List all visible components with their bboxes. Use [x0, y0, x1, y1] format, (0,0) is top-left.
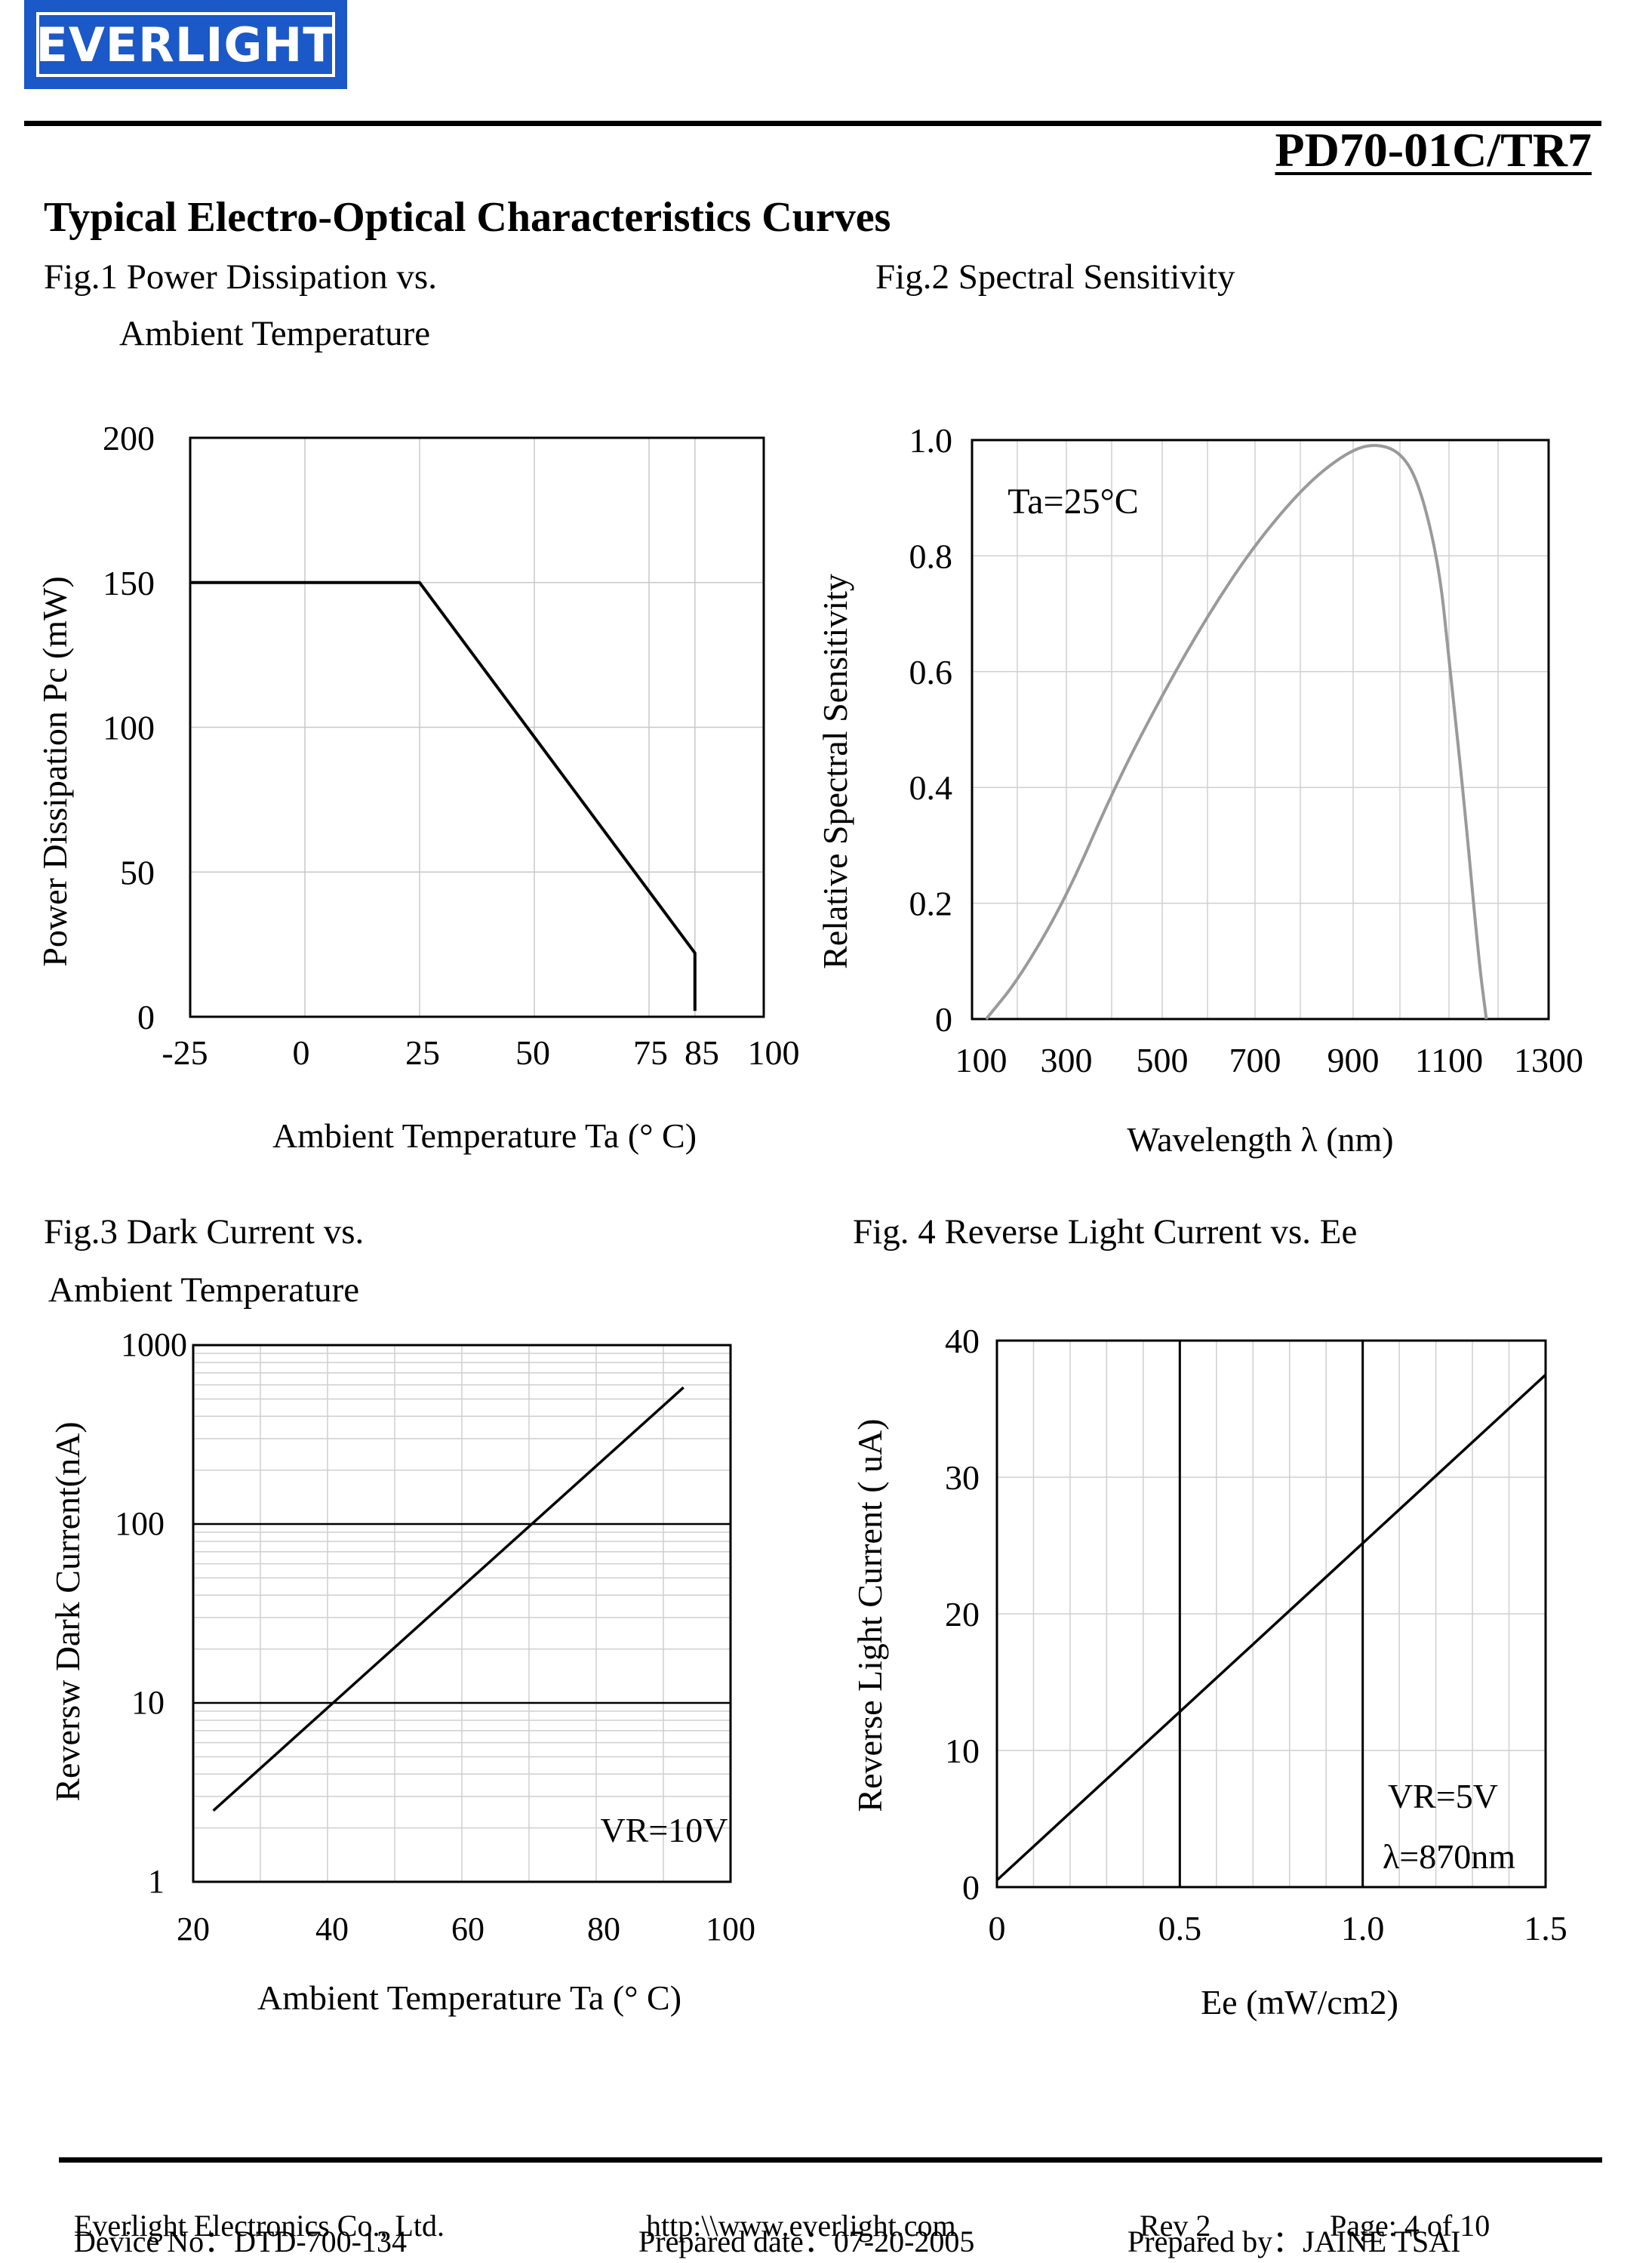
chart2-y-tick: 0.6 [909, 653, 953, 691]
chart3-x-tick: 100 [706, 1910, 755, 1947]
chart4-x-tick: 0.5 [1158, 1909, 1202, 1947]
chart3-x-tick: 60 [451, 1910, 485, 1947]
chart1-y-tick: 200 [103, 419, 155, 457]
chart4-x-tick: 0 [989, 1909, 1006, 1947]
chart3-y-tick: 1000 [121, 1326, 187, 1363]
chart2-y-tick: 0.4 [909, 768, 953, 807]
fig1-title-line2: Ambient Temperature [119, 314, 431, 353]
chart2-x-tick: 900 [1327, 1041, 1380, 1079]
chart4-frame [995, 1339, 1547, 1889]
chart1-frame [189, 436, 765, 1018]
chart2-x-tick: 1300 [1514, 1041, 1583, 1079]
logo-text: EVERLIGHT [35, 17, 336, 72]
chart2-xlabel: Wavelength λ (nm) [1127, 1120, 1393, 1159]
chart4-y-tick: 40 [945, 1322, 980, 1360]
chart1-y-tick: 50 [120, 853, 155, 891]
chart4-x-tick: 1.0 [1341, 1909, 1385, 1947]
chart1-x-tick: 50 [515, 1033, 550, 1072]
fig2-title: Fig.2 Spectral Sensitivity [875, 257, 1235, 297]
chart4-x-tick: 1.5 [1524, 1909, 1567, 1947]
fig1-title-line1: Fig.1 Power Dissipation vs. [44, 257, 437, 297]
chart1-y-tick: 100 [103, 709, 155, 747]
fig3-title-line1: Fig.3 Dark Current vs. [44, 1212, 365, 1252]
chart3-frame [192, 1344, 732, 1883]
chart3-x-tick: 80 [587, 1910, 620, 1947]
chart1-ylabel: Power Dissipation Pc (mW) [35, 576, 74, 966]
fig3-title-line2: Ambient Temperature [48, 1270, 360, 1310]
chart3-y-tick: 100 [115, 1505, 165, 1542]
chart4-y-tick: 0 [962, 1868, 980, 1907]
chart2-x-tick: 100 [955, 1041, 1008, 1079]
chart4-y-tick: 20 [945, 1595, 980, 1633]
everlight-logo: EVERLIGHT [24, 0, 347, 89]
chart4-y-tick: 30 [945, 1458, 980, 1497]
chart3-y-tick: 10 [131, 1684, 165, 1721]
chart1-x-tick: 25 [405, 1033, 440, 1072]
chart4-series-line [995, 1374, 1547, 1882]
chart2-ylabel: Relative Spectral Sensitivity [816, 574, 854, 969]
chart1-y-tick: 150 [103, 564, 155, 602]
footer-page: Page: 4 of 10 [1330, 2209, 1490, 2243]
chart3-y-tick: 1 [148, 1863, 165, 1900]
chart1-x-tick: 100 [748, 1033, 800, 1072]
section-title: Typical Electro-Optical Characteristics … [44, 194, 891, 241]
chart1-x-tick: 0 [293, 1033, 310, 1072]
chart2-annotation: Ta=25°C [1008, 482, 1139, 522]
chart4-ylabel: Reverse Light Current ( uA) [851, 1418, 889, 1812]
chart4-annotation-vr: VR=5V [1388, 1777, 1498, 1815]
part-number: PD70-01C/TR7 [1275, 123, 1592, 177]
chart1-x-tick: 85 [684, 1033, 719, 1072]
chart1-xlabel: Ambient Temperature Ta (° C) [272, 1116, 697, 1155]
chart1-y-tick: 0 [137, 998, 155, 1036]
footer-prepared-date: Prepared date：07-20-2005 [638, 2225, 975, 2258]
chart3-x-tick: 20 [177, 1910, 210, 1947]
chart2-series-curve [985, 444, 1488, 1021]
chart2-y-tick: 1.0 [909, 421, 953, 460]
footer-prepared-by: Prepared by：JAINE TSAI [1127, 2225, 1461, 2258]
chart3-annotation: VR=10V [600, 1811, 728, 1849]
chart2-x-tick: 300 [1041, 1041, 1093, 1079]
logo-frame: EVERLIGHT [35, 12, 336, 77]
footer-rule [59, 2157, 1602, 2163]
footer-website[interactable]: http:\\www.everlight.com [646, 2209, 956, 2243]
chart2-x-tick: 500 [1137, 1041, 1189, 1079]
chart3-x-tick: 40 [315, 1910, 349, 1947]
chart2-y-tick: 0.2 [909, 885, 953, 923]
chart2-frame [971, 439, 1550, 1021]
chart1-series-line [190, 580, 697, 1011]
chart2-y-tick: 0.8 [909, 537, 953, 575]
chart1-x-tick: -25 [162, 1033, 208, 1072]
chart3-series-line [212, 1386, 684, 1812]
chart4-y-tick: 10 [945, 1732, 980, 1770]
footer-rev: Rev 2 [1140, 2209, 1211, 2243]
fig4-title: Fig. 4 Reverse Light Current vs. Ee [853, 1212, 1358, 1252]
chart3-ylabel: Reversw Dark Current(nA) [48, 1421, 87, 1801]
header-rule [24, 121, 1601, 126]
chart2-x-tick: 700 [1229, 1041, 1281, 1079]
footer-company: Everlight Electronics Co., Ltd. [74, 2209, 445, 2243]
chart2-x-tick: 1100 [1415, 1041, 1483, 1079]
chart4-xlabel: Ee (mW/cm2) [1201, 1983, 1398, 2021]
chart1-x-tick: 75 [633, 1033, 668, 1072]
chart2-y-tick: 0 [935, 1000, 952, 1039]
footer-device-no: Device No：DTD-700-134 [74, 2225, 407, 2258]
chart4-annotation-wavelength: λ=870nm [1383, 1837, 1515, 1876]
chart3-xlabel: Ambient Temperature Ta (° C) [257, 1978, 681, 2017]
